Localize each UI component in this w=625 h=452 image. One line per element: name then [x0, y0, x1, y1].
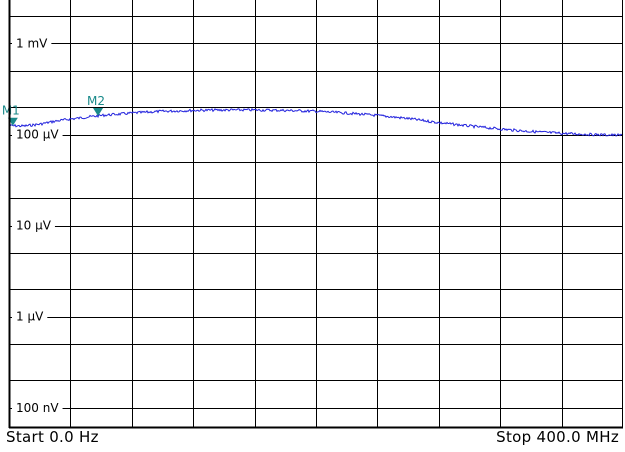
y-tick-label-bg [12, 216, 55, 234]
y-tick-label: 100 µV [16, 128, 59, 142]
y-tick-label: 1 mV [16, 36, 48, 50]
y-tick-label: 100 nV [16, 401, 59, 415]
trace-plot: 1 mV 100 µV 10 µV 1 µV 100 nV M1 M2 [2, 0, 624, 429]
y-tick-label-bg [12, 125, 63, 143]
marker-m1-label: M1 [2, 104, 20, 118]
start-frequency-label: Start 0.0 Hz [6, 428, 99, 446]
y-tick-label: 10 µV [16, 219, 52, 233]
marker-m2-label: M2 [87, 94, 105, 108]
marker-m2-icon [93, 107, 104, 116]
y-tick-label-bg [12, 307, 48, 325]
y-tick-label-bg [12, 34, 52, 52]
measurement-trace [8, 107, 624, 137]
y-tick-label-bg [12, 398, 63, 416]
y-tick-label: 1 µV [16, 310, 44, 324]
stop-frequency-label: Stop 400.0 MHz [496, 428, 619, 446]
